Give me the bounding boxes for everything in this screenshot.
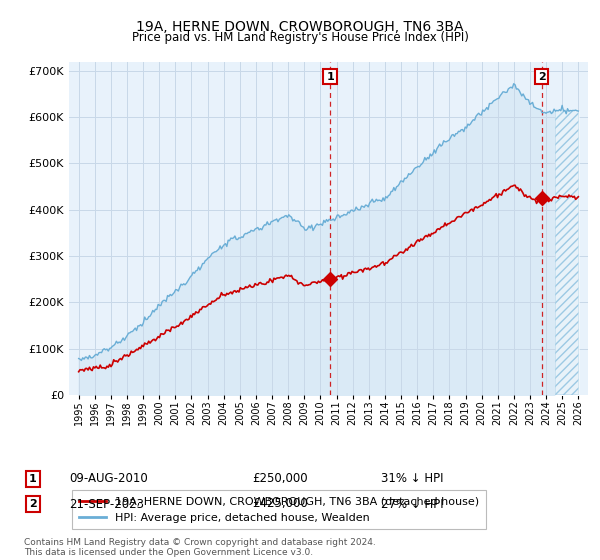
Text: Price paid vs. HM Land Registry's House Price Index (HPI): Price paid vs. HM Land Registry's House … [131, 31, 469, 44]
Point [325, 274, 335, 283]
Legend: 19A, HERNE DOWN, CROWBOROUGH, TN6 3BA (detached house), HPI: Average price, deta: 19A, HERNE DOWN, CROWBOROUGH, TN6 3BA (d… [72, 491, 486, 529]
Text: £250,000: £250,000 [252, 472, 308, 486]
Text: 19A, HERNE DOWN, CROWBOROUGH, TN6 3BA: 19A, HERNE DOWN, CROWBOROUGH, TN6 3BA [136, 20, 464, 34]
Text: Contains HM Land Registry data © Crown copyright and database right 2024.
This d: Contains HM Land Registry data © Crown c… [24, 538, 376, 557]
Point [537, 194, 547, 203]
Text: 2: 2 [538, 72, 545, 82]
Text: 21-SEP-2023: 21-SEP-2023 [69, 497, 144, 511]
Text: 27% ↓ HPI: 27% ↓ HPI [381, 497, 443, 511]
Text: 31% ↓ HPI: 31% ↓ HPI [381, 472, 443, 486]
Text: 09-AUG-2010: 09-AUG-2010 [69, 472, 148, 486]
Text: 1: 1 [29, 474, 37, 484]
Text: 2: 2 [29, 499, 37, 509]
Text: £425,000: £425,000 [252, 497, 308, 511]
Text: 1: 1 [326, 72, 334, 82]
